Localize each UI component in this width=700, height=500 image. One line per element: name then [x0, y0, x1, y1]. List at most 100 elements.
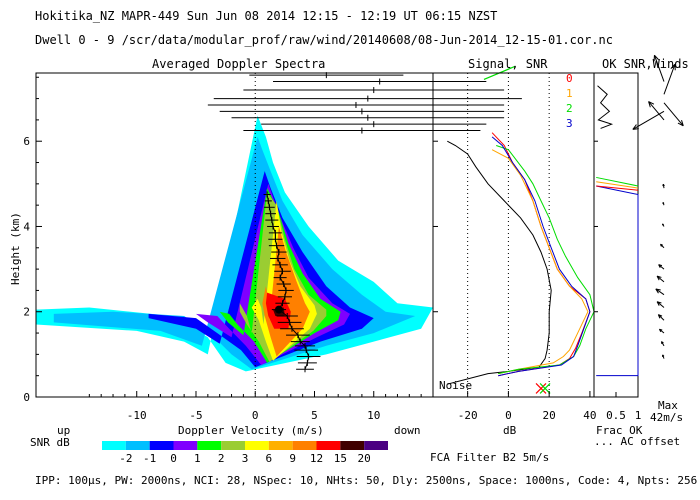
wind-vector [663, 64, 676, 95]
snr-x-tick-label: 0 [505, 409, 512, 422]
colorbar-tick-label: 20 [358, 452, 371, 465]
y-tick-label: 2 [23, 306, 30, 319]
snr-series-1 [491, 149, 589, 375]
colorbar-swatch [268, 441, 293, 450]
y-axis-label: Height (km) [9, 212, 22, 285]
colorbar-tick-label: 15 [334, 452, 347, 465]
x-tick-label: -5 [189, 409, 202, 422]
colorbar-swatch [102, 441, 126, 450]
frac-x-tick-label: 1 [635, 409, 642, 422]
colorbar-tick-label: 1 [194, 452, 201, 465]
snr-x-tick-label: -20 [458, 409, 478, 422]
max-speed-label: 42m/s [650, 411, 684, 424]
colorbar-swatch [316, 441, 341, 450]
spectra-title: Averaged Doppler Spectra [152, 57, 326, 71]
legend-3: 3 [566, 117, 573, 130]
frac-x-tick-label: 0.5 [606, 409, 626, 422]
noise-label: Noise [439, 379, 473, 392]
frac-ok-3 [596, 185, 639, 377]
header-file-path: Dwell 0 - 9 /scr/data/modular_prof/raw/w… [35, 33, 613, 47]
snr-x-tick-label: 20 [543, 409, 556, 422]
legend-2: 2 [566, 102, 573, 115]
footer-params: IPP: 100μs, PW: 2000ns, NCI: 28, NSpec: … [35, 474, 698, 487]
wind-vector-head [662, 354, 665, 357]
frac-ok-label: Frac OK [596, 424, 643, 437]
wind-vector-head [632, 124, 639, 130]
ac-offset-trace [597, 85, 614, 129]
y-tick-label: 6 [23, 135, 30, 148]
wind-vector [657, 314, 665, 321]
fca-filter-label: FCA Filter B2 5m/s [430, 451, 550, 464]
max-label: Max [658, 399, 678, 412]
colorbar-label: SNR dB [30, 436, 70, 449]
colorbar-tick-label: -2 [119, 452, 132, 465]
colorbar-swatch [221, 441, 245, 450]
signal-snr-panel: -20 0 20 40 [432, 66, 597, 422]
wind-vector [653, 55, 665, 82]
colorbar-tick-label: 0 [170, 452, 177, 465]
wind-vector-head [657, 314, 663, 319]
header-title: Hokitika_NZ MAPR-449 Sun Jun 08 2014 12:… [35, 9, 498, 23]
wind-vector-head [670, 63, 676, 71]
wind-vector [656, 275, 665, 283]
colorbar-swatch [292, 441, 317, 450]
colorbar-swatch [125, 441, 150, 450]
x-tick-label: 0 [252, 409, 259, 422]
colorbar-swatch [149, 441, 174, 450]
colorbar-tick-label: 12 [310, 452, 323, 465]
snr-x-tick-label: 40 [583, 409, 596, 422]
snr-series-signal [447, 140, 552, 385]
wind-vector [663, 102, 684, 127]
ok-snr-winds-panel: 0.5 1 [593, 54, 684, 422]
wind-vector-head [656, 301, 662, 306]
frac-ok-0 [596, 185, 639, 191]
wind-vector-head [658, 264, 663, 268]
colorbar-swatch [340, 441, 365, 450]
mean-velocity-trace [266, 194, 310, 370]
x-axis-label: Doppler Velocity (m/s) [178, 424, 324, 437]
noise-marker [535, 383, 547, 394]
wind-vector-head [662, 183, 665, 187]
snr-colorbar: -2 -1 0 1 2 3 6 9 12 15 20 [102, 441, 388, 465]
colorbar-swatch [245, 441, 269, 450]
colorbar-tick-label: 2 [218, 452, 225, 465]
wind-vector-head [656, 275, 662, 281]
frac-ok-2 [596, 176, 639, 187]
frac-ok-frame [593, 72, 639, 398]
wind-vector-head [661, 341, 664, 345]
wind-vector-head [660, 243, 663, 247]
doppler-spectra-panel: -10 -5 0 5 10 0 2 4 6 [23, 72, 522, 422]
colorbar-tick-label: -1 [143, 452, 156, 465]
x-tick-label: 10 [367, 409, 380, 422]
colorbar-tick-label: 9 [289, 452, 296, 465]
colorbar-swatch [364, 441, 388, 450]
wind-vector-head [662, 223, 664, 226]
colorbar-swatch [197, 441, 222, 450]
up-label: up [57, 424, 71, 437]
ac-offset-label: ... AC offset [594, 435, 681, 448]
legend-1: 1 [566, 87, 573, 100]
y-tick-label: 0 [23, 391, 30, 404]
snr-series-3 [491, 136, 591, 377]
colorbar-tick-label: 3 [242, 452, 249, 465]
colorbar-tick-label: 6 [266, 452, 273, 465]
wind-vector-head [648, 101, 655, 108]
wind-vector-head [677, 119, 684, 127]
wind-vector-head [662, 201, 665, 204]
noise-marker [539, 383, 551, 394]
db-label: dB [503, 424, 517, 437]
frac-ok-1 [596, 181, 639, 189]
x-tick-label: 5 [311, 409, 318, 422]
wind-vector-head [658, 328, 663, 333]
wind-vector-head [653, 54, 659, 62]
winds-title: OK SNR,Winds [602, 57, 689, 71]
y-tick-label: 4 [23, 220, 30, 233]
wind-vector [656, 301, 665, 308]
colorbar-swatch [173, 441, 198, 450]
wind-vector [655, 288, 665, 296]
wind-vector-head [655, 288, 661, 294]
down-label: down [394, 424, 421, 437]
wind-vector [648, 101, 665, 121]
snr-title: Signal, SNR [468, 57, 548, 71]
